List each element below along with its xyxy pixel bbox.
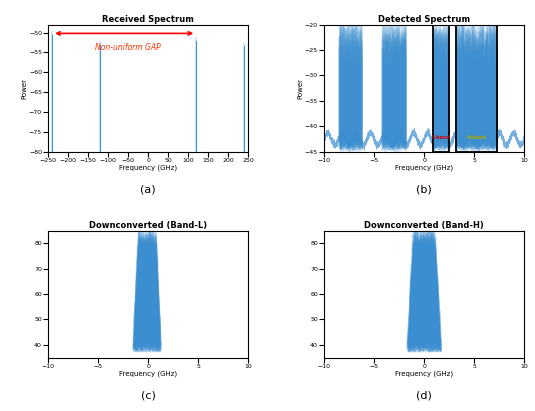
Text: Non-uniform GAP: Non-uniform GAP (95, 44, 161, 53)
Text: (c): (c) (141, 390, 156, 400)
Y-axis label: Power: Power (21, 78, 27, 99)
Text: H-band: H-band (467, 135, 487, 140)
Bar (456, 25, 498, 152)
Title: Downconverted (Band-L): Downconverted (Band-L) (89, 221, 207, 230)
X-axis label: Frequency (GHz): Frequency (GHz) (395, 370, 453, 377)
Bar (433, 25, 449, 152)
X-axis label: Frequency (GHz): Frequency (GHz) (119, 164, 177, 171)
Y-axis label: Power: Power (297, 78, 303, 99)
Title: Downconverted (Band-H): Downconverted (Band-H) (364, 221, 484, 230)
X-axis label: Frequency (GHz): Frequency (GHz) (395, 164, 453, 171)
Text: (a): (a) (140, 185, 156, 194)
Text: (b): (b) (416, 185, 432, 194)
Text: L-band: L-band (432, 135, 451, 140)
X-axis label: Frequency (GHz): Frequency (GHz) (119, 370, 177, 377)
Title: Detected Spectrum: Detected Spectrum (378, 15, 470, 24)
Text: (d): (d) (416, 390, 432, 400)
Title: Received Spectrum: Received Spectrum (102, 15, 194, 24)
